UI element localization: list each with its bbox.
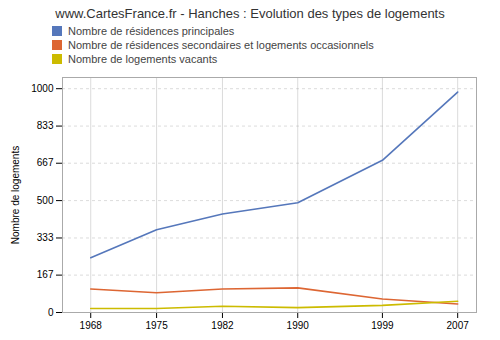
svg-text:1999: 1999 xyxy=(371,320,394,331)
svg-text:667: 667 xyxy=(37,157,54,168)
svg-text:1000: 1000 xyxy=(31,83,54,94)
svg-text:333: 333 xyxy=(37,232,54,243)
svg-text:1982: 1982 xyxy=(211,320,234,331)
html-text:www.CartesFrance.fr - Hanches: www.CartesFrance.fr - Hanches : Evolutio… xyxy=(55,6,445,21)
svg-text:1990: 1990 xyxy=(287,320,310,331)
svg-text:167: 167 xyxy=(37,269,54,280)
svg-text:2007: 2007 xyxy=(447,320,470,331)
svg-text:500: 500 xyxy=(37,195,54,206)
html-text:Nombre de résidences secondair: Nombre de résidences secondaires et loge… xyxy=(68,39,374,51)
svg-text:0: 0 xyxy=(48,307,54,318)
svg-text:1968: 1968 xyxy=(80,320,103,331)
html-text:Nombre de résidences principal: Nombre de résidences principales xyxy=(68,25,235,37)
svg-text:833: 833 xyxy=(37,120,54,131)
svg-text:Nombre de logements: Nombre de logements xyxy=(10,146,21,244)
html-text:Nombre de logements vacants: Nombre de logements vacants xyxy=(68,53,218,65)
svg-text:1975: 1975 xyxy=(145,320,168,331)
